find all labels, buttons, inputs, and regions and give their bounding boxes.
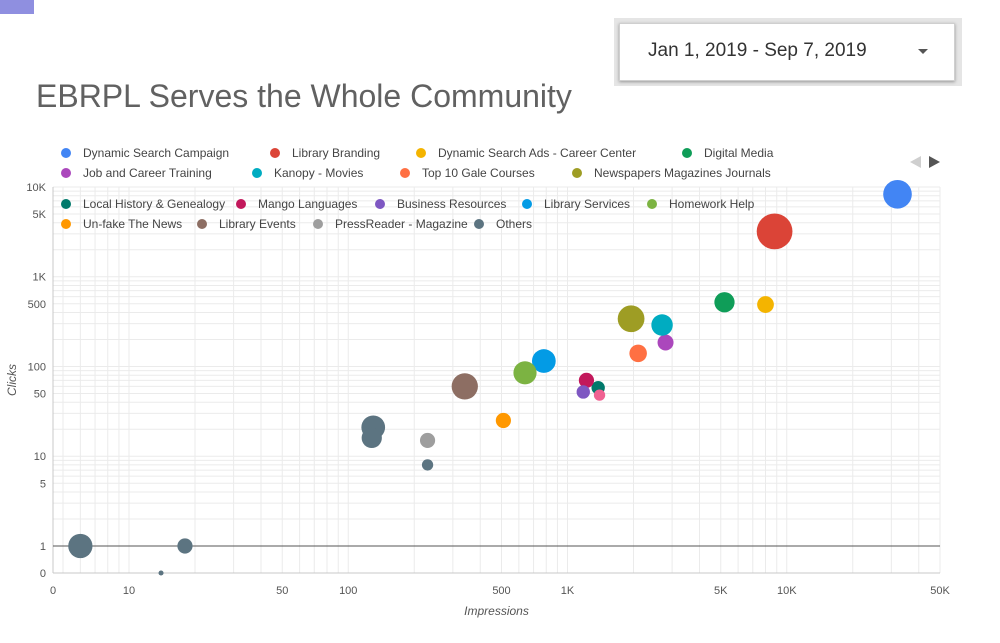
y-tick-label: 50	[34, 389, 46, 401]
legend-marker	[61, 219, 71, 229]
y-tick-label: 1K	[33, 272, 47, 284]
x-tick-label: 5K	[714, 585, 728, 597]
y-tick-label: 10	[34, 451, 46, 463]
data-point[interactable]	[756, 213, 793, 250]
legend-label: Top 10 Gale Courses	[422, 166, 535, 180]
data-point[interactable]	[576, 385, 590, 399]
legend-label: Homework Help	[669, 197, 755, 211]
legend-label: Newspapers Magazines Journals	[594, 166, 771, 180]
date-range-selector[interactable]: Jan 1, 2019 - Sep 7, 2019	[619, 23, 955, 81]
data-point[interactable]	[651, 314, 673, 336]
legend-label: Mango Languages	[258, 197, 357, 211]
x-axis-title: Impressions	[464, 604, 529, 618]
legend-marker	[61, 199, 71, 209]
legend-marker	[572, 168, 582, 178]
date-range-label: Jan 1, 2019 - Sep 7, 2019	[648, 40, 867, 61]
y-axis-title: Clicks	[5, 364, 19, 396]
legend-label: Others	[496, 217, 532, 231]
legend-marker	[252, 168, 262, 178]
data-point[interactable]	[714, 292, 735, 313]
legend-marker	[61, 148, 71, 158]
x-tick-label: 0	[50, 585, 56, 597]
data-point[interactable]	[629, 344, 647, 363]
legend-label: Dynamic Search Ads - Career Center	[438, 146, 636, 160]
data-point[interactable]	[578, 372, 595, 388]
legend-marker	[522, 199, 532, 209]
y-tick-label: 1	[40, 541, 46, 553]
data-point[interactable]	[177, 538, 193, 554]
legend-label: Un-fake The News	[83, 217, 182, 231]
x-tick-label: 1K	[561, 585, 575, 597]
dropdown-arrow-icon[interactable]	[918, 49, 928, 54]
legend-label: Library Services	[544, 197, 630, 211]
date-range-panel: Jan 1, 2019 - Sep 7, 2019	[614, 18, 962, 86]
y-tick-label: 0	[40, 568, 46, 580]
chevron-right-icon[interactable]	[929, 156, 940, 168]
legend-marker	[61, 168, 71, 178]
x-tick-label: 10K	[777, 585, 797, 597]
legend-marker	[682, 148, 692, 158]
y-tick-label: 5	[40, 478, 46, 490]
x-tick-label: 500	[492, 585, 510, 597]
data-point[interactable]	[593, 389, 606, 401]
data-point[interactable]	[513, 361, 537, 385]
legend-marker	[197, 219, 207, 229]
data-point[interactable]	[531, 349, 556, 373]
legend-marker	[375, 199, 385, 209]
legend-marker	[270, 148, 280, 158]
x-tick-label: 50	[276, 585, 288, 597]
data-point[interactable]	[419, 432, 436, 449]
data-point[interactable]	[361, 427, 382, 449]
x-tick-label: 100	[339, 585, 357, 597]
data-point[interactable]	[158, 570, 164, 576]
legend-marker	[474, 219, 484, 229]
legend-label: PressReader - Magazine	[335, 217, 468, 231]
legend-label: Business Resources	[397, 197, 506, 211]
y-tick-label: 5K	[33, 209, 47, 221]
chevron-left-icon[interactable]	[910, 156, 921, 168]
data-point[interactable]	[421, 459, 434, 471]
data-point[interactable]	[617, 305, 645, 333]
y-tick-label: 100	[28, 361, 46, 373]
legend-label: Job and Career Training	[83, 166, 212, 180]
data-point[interactable]	[657, 334, 674, 351]
data-point[interactable]	[883, 179, 912, 209]
y-tick-label: 500	[28, 299, 46, 311]
legend-label: Digital Media	[704, 146, 774, 160]
data-point[interactable]	[757, 296, 774, 313]
legend-marker	[313, 219, 323, 229]
legend-label: Library Branding	[292, 146, 380, 160]
legend-marker	[400, 168, 410, 178]
x-tick-label: 10	[123, 585, 135, 597]
x-tick-label: 50K	[930, 585, 950, 597]
legend-label: Kanopy - Movies	[274, 166, 363, 180]
data-point[interactable]	[68, 533, 93, 559]
legend-marker	[416, 148, 426, 158]
legend-marker	[236, 199, 246, 209]
legend-label: Library Events	[219, 217, 296, 231]
data-point[interactable]	[495, 412, 511, 429]
legend-label: Dynamic Search Campaign	[83, 146, 229, 160]
page-title: EBRPL Serves the Whole Community	[36, 78, 572, 114]
data-point[interactable]	[451, 373, 478, 400]
y-tick-label: 10K	[26, 182, 46, 194]
legend-label: Local History & Genealogy	[83, 197, 225, 211]
corner-tab	[0, 0, 34, 14]
legend-marker	[647, 199, 657, 209]
